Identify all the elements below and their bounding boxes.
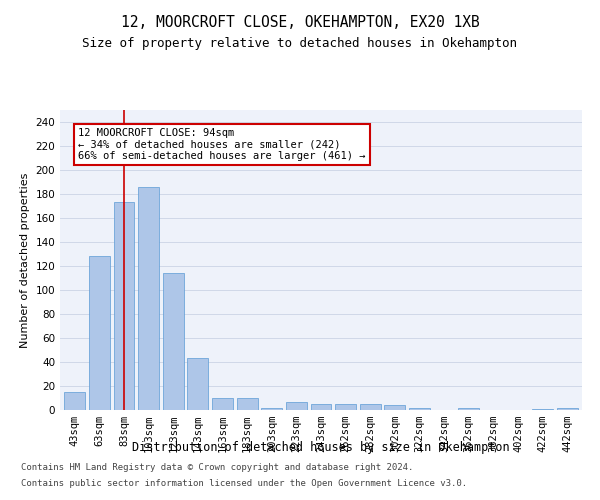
Bar <box>286 402 307 410</box>
Bar <box>187 358 208 410</box>
Bar <box>311 404 331 410</box>
Bar <box>458 408 479 410</box>
Text: 12 MOORCROFT CLOSE: 94sqm
← 34% of detached houses are smaller (242)
66% of semi: 12 MOORCROFT CLOSE: 94sqm ← 34% of detac… <box>79 128 366 161</box>
Bar <box>113 202 134 410</box>
Text: Contains HM Land Registry data © Crown copyright and database right 2024.: Contains HM Land Registry data © Crown c… <box>21 464 413 472</box>
Text: 12, MOORCROFT CLOSE, OKEHAMPTON, EX20 1XB: 12, MOORCROFT CLOSE, OKEHAMPTON, EX20 1X… <box>121 15 479 30</box>
Bar <box>360 404 381 410</box>
Text: Size of property relative to detached houses in Okehampton: Size of property relative to detached ho… <box>83 38 517 51</box>
Bar <box>385 405 406 410</box>
Bar <box>335 404 356 410</box>
Text: Contains public sector information licensed under the Open Government Licence v3: Contains public sector information licen… <box>21 478 467 488</box>
Bar <box>409 408 430 410</box>
Bar <box>236 398 257 410</box>
Y-axis label: Number of detached properties: Number of detached properties <box>20 172 30 348</box>
Bar <box>212 398 233 410</box>
Bar <box>557 408 578 410</box>
Bar <box>261 408 282 410</box>
Bar <box>532 409 553 410</box>
Bar <box>163 273 184 410</box>
Bar <box>138 187 159 410</box>
Text: Distribution of detached houses by size in Okehampton: Distribution of detached houses by size … <box>132 441 510 454</box>
Bar <box>89 256 110 410</box>
Bar <box>64 392 85 410</box>
